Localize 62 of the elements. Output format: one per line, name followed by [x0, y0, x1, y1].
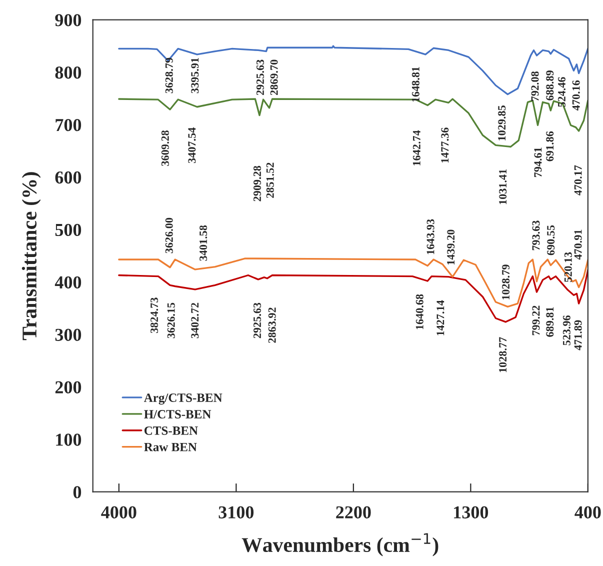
annotation: 688.89	[546, 70, 554, 100]
annotation: 691.86	[546, 131, 554, 162]
annotation: 1029.85	[498, 106, 506, 140]
annotation: 3395.91	[191, 58, 199, 94]
annotation: 1642.74	[412, 130, 420, 166]
annotation: 1028.79	[502, 264, 510, 300]
y-tick-label: 0	[73, 486, 82, 498]
x-tick-label: 400	[574, 506, 601, 518]
legend-label: Raw BEN	[144, 442, 197, 452]
annotation: 2925.63	[256, 60, 264, 95]
y-tick-label: 900	[55, 14, 82, 26]
annotation: 470.16	[572, 80, 580, 110]
annotation: 3401.58	[200, 225, 208, 261]
annotation: 3824.73	[150, 298, 158, 333]
annotation: 690.55	[547, 225, 555, 256]
annotation: 1439.20	[447, 230, 455, 264]
annotation: 792.08	[531, 71, 539, 102]
annotation: 1640.68	[416, 294, 424, 330]
annotation: 1643.93	[426, 219, 434, 254]
annotation: 3609.28	[161, 130, 169, 166]
legend-label: H/CTS-BEN	[144, 410, 212, 418]
annotation: 1427.14	[436, 300, 444, 336]
annotation: 523.96	[562, 315, 570, 346]
y-tick-label: 300	[55, 328, 82, 341]
annotation: 3407.54	[188, 128, 196, 164]
annotation: 470.17	[574, 165, 582, 196]
annotation: 3626.00	[165, 218, 173, 254]
annotation: 2863.92	[268, 308, 276, 343]
x-tick-label: 3100	[218, 506, 254, 518]
annotation: 471.89	[574, 320, 582, 350]
annotation: 793.63	[532, 220, 540, 250]
annotation: 794.61	[534, 148, 542, 178]
annotation: 689.81	[546, 307, 554, 337]
annotation: 799.22	[532, 306, 540, 336]
annotation: 470.91	[574, 230, 582, 260]
annotation: 1648.81	[412, 67, 420, 102]
annotation: 2869.70	[270, 60, 278, 95]
y-tick-label: 600	[55, 171, 82, 184]
annotation: 520.13	[564, 252, 572, 282]
x-tick-label: 4000	[101, 506, 136, 518]
annotation: 1028.77	[499, 337, 507, 372]
annotation: 1477.36	[441, 128, 449, 163]
y-tick-label: 500	[55, 224, 82, 236]
x-tick-label: 1300	[454, 506, 488, 518]
legend-label: CTS-BEN	[144, 426, 198, 435]
y-tick-label: 400	[54, 276, 82, 288]
y-tick-label: 800	[55, 66, 82, 79]
annotation: 2925.63	[254, 302, 262, 338]
y-tick-label: 700	[56, 118, 82, 132]
annotation: 524.46	[558, 77, 566, 107]
annotation: 3402.72	[191, 302, 199, 338]
annotation: 3626.15	[167, 302, 175, 338]
annotation: 1031.41	[499, 169, 507, 204]
x-axis-title: Wavenumbers (cm$^{−1}$)	[242, 533, 438, 556]
y-tick-label: 100	[56, 434, 82, 446]
y-axis-title: Transmittance (%)	[22, 172, 41, 340]
annotation: 2909.28	[253, 166, 262, 202]
y-tick-label: 200	[55, 381, 82, 394]
annotation: 3628.79	[165, 58, 173, 94]
x-tick-label: 2200	[336, 506, 371, 518]
legend-label: Arg/CTS-BEN	[144, 394, 222, 405]
annotation: 2851.52	[266, 162, 274, 198]
